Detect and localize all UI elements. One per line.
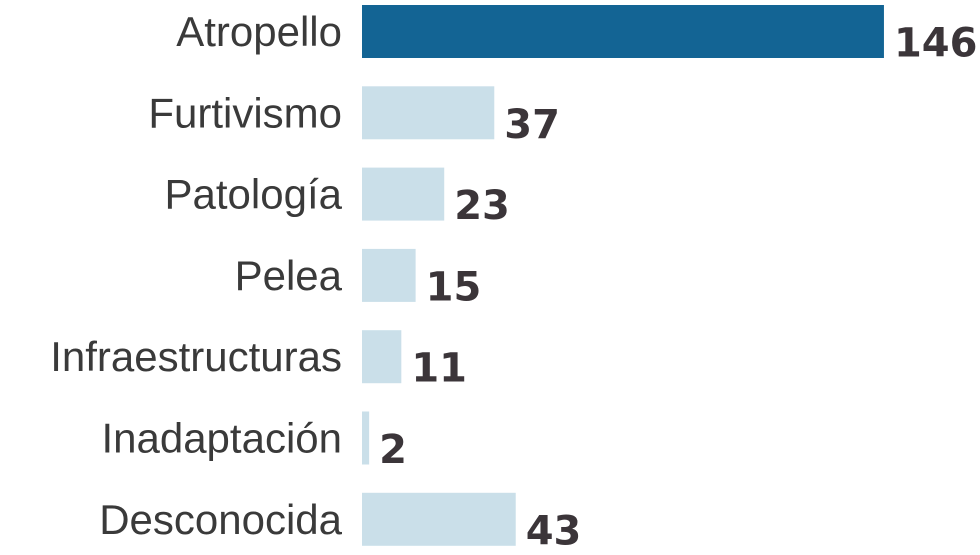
bar-6 xyxy=(362,492,516,546)
bar-1 xyxy=(362,86,495,140)
bar-2 xyxy=(362,167,445,221)
value-label-1: 37 xyxy=(504,102,560,148)
value-label-2: 23 xyxy=(454,183,510,229)
category-label-1: Furtivismo xyxy=(148,89,342,136)
category-label-2: Patología xyxy=(165,171,343,218)
bars-layer: Atropello 146 Furtivismo 37 Patología 23 Pelea… xyxy=(50,5,977,554)
value-label-0: 146 xyxy=(894,21,978,67)
value-label-5: 2 xyxy=(379,427,407,473)
bar-0 xyxy=(362,5,884,58)
value-label-3: 15 xyxy=(426,264,482,310)
value-label-4: 11 xyxy=(411,346,467,392)
category-label-5: Inadaptación xyxy=(101,415,342,462)
category-label-0: Atropello xyxy=(176,8,342,55)
bar-3 xyxy=(362,248,416,302)
bar-5 xyxy=(362,411,370,465)
category-label-6: Desconocida xyxy=(99,496,342,543)
value-label-6: 43 xyxy=(526,508,582,554)
bar-4 xyxy=(362,330,402,384)
category-label-3: Pelea xyxy=(235,252,343,299)
category-label-4: Infraestructuras xyxy=(50,333,342,380)
